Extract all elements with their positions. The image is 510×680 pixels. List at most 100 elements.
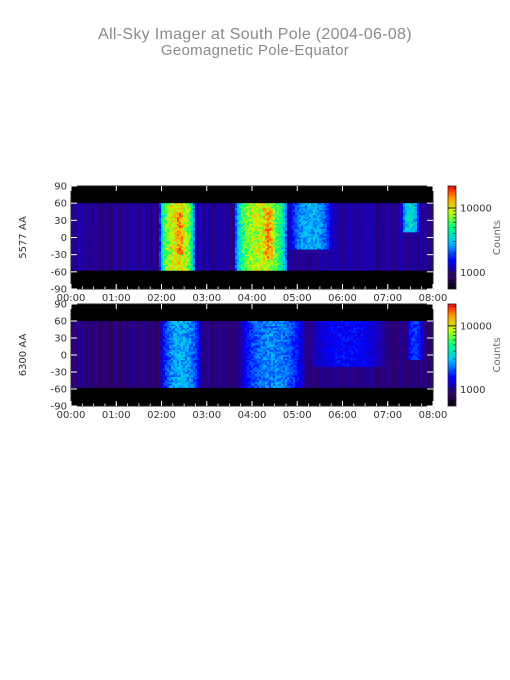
heatmap-cell bbox=[239, 234, 242, 237]
heatmap-cell bbox=[223, 251, 226, 254]
heatmap-cell bbox=[233, 216, 236, 220]
heatmap-cell bbox=[169, 235, 172, 239]
heatmap-cell bbox=[105, 232, 108, 235]
heatmap-cell bbox=[131, 264, 134, 268]
heatmap-cell bbox=[201, 237, 204, 240]
heatmap-cell bbox=[215, 239, 218, 242]
heatmap-cell bbox=[249, 244, 252, 247]
heatmap-cell bbox=[249, 232, 252, 235]
heatmap-cell bbox=[125, 259, 128, 263]
heatmap-cell bbox=[111, 204, 114, 208]
heatmap-cell bbox=[79, 225, 82, 228]
heatmap-cell bbox=[79, 251, 82, 254]
heatmap-cell bbox=[181, 203, 184, 206]
heatmap-cell bbox=[249, 234, 252, 237]
heatmap-cell bbox=[77, 246, 80, 249]
heatmap-cell bbox=[193, 251, 196, 254]
heatmap-cell bbox=[91, 211, 94, 215]
heatmap-cell bbox=[133, 264, 136, 268]
heatmap-cell bbox=[173, 208, 176, 211]
heatmap-cell bbox=[239, 203, 242, 206]
heatmap-cell bbox=[255, 244, 258, 247]
heatmap-cell bbox=[247, 244, 250, 247]
heatmap-cell bbox=[183, 204, 186, 208]
heatmap-cell bbox=[217, 266, 220, 269]
heatmap-cell bbox=[167, 246, 170, 249]
heatmap-cell bbox=[91, 210, 94, 213]
heatmap-cell bbox=[165, 206, 168, 209]
heatmap-cell bbox=[121, 256, 124, 259]
heatmap-cell bbox=[81, 215, 84, 218]
heatmap-cell bbox=[133, 251, 136, 254]
heatmap-cell bbox=[189, 213, 192, 216]
heatmap-cell bbox=[263, 222, 266, 225]
heatmap-cell bbox=[159, 256, 162, 259]
heatmap-cell bbox=[75, 204, 78, 208]
heatmap-cell bbox=[223, 264, 226, 268]
heatmap-cell bbox=[151, 261, 154, 264]
heatmap-cell bbox=[129, 227, 132, 230]
heatmap-cell bbox=[203, 256, 206, 259]
heatmap-cell bbox=[245, 232, 248, 235]
heatmap-cell bbox=[111, 237, 114, 240]
heatmap-cell bbox=[163, 211, 166, 215]
heatmap-cell bbox=[259, 268, 262, 271]
heatmap-cell bbox=[217, 220, 220, 223]
heatmap-cell bbox=[111, 247, 114, 251]
heatmap-cell bbox=[177, 227, 180, 230]
heatmap-cell bbox=[97, 254, 100, 257]
heatmap-cell bbox=[147, 228, 150, 232]
heatmap-cell bbox=[167, 208, 170, 211]
heatmap-cell bbox=[145, 266, 148, 269]
heatmap-cell bbox=[237, 252, 240, 256]
heatmap-cell bbox=[199, 223, 202, 227]
heatmap-cell bbox=[209, 211, 212, 215]
heatmap-cell bbox=[169, 252, 172, 256]
heatmap-cell bbox=[151, 237, 154, 240]
heatmap-cell bbox=[197, 266, 200, 269]
heatmap-cell bbox=[221, 240, 224, 244]
heatmap-cell bbox=[223, 215, 226, 218]
heatmap-cell bbox=[123, 264, 126, 268]
heatmap-cell bbox=[171, 227, 174, 230]
heatmap-cell bbox=[89, 232, 92, 235]
heatmap-cell bbox=[107, 244, 110, 247]
heatmap-cell bbox=[155, 218, 158, 221]
heatmap-cell bbox=[245, 235, 248, 239]
heatmap-cell bbox=[195, 211, 198, 215]
heatmap-cell bbox=[191, 211, 194, 215]
heatmap-cell bbox=[189, 210, 192, 213]
heatmap-cell bbox=[185, 210, 188, 213]
heatmap-cell bbox=[173, 234, 176, 237]
heatmap-cell bbox=[145, 225, 148, 228]
heatmap-cell bbox=[73, 216, 76, 220]
heatmap-cell bbox=[151, 258, 154, 261]
heatmap-cell bbox=[95, 210, 98, 213]
heatmap-cell bbox=[77, 230, 80, 233]
heatmap-cell bbox=[181, 220, 184, 223]
heatmap-cell bbox=[105, 216, 108, 220]
heatmap-cell bbox=[189, 261, 192, 264]
heatmap-cell bbox=[171, 249, 174, 252]
heatmap-cell bbox=[81, 216, 84, 220]
heatmap-cell bbox=[93, 261, 96, 264]
heatmap-cell bbox=[173, 227, 176, 230]
heatmap-cell bbox=[153, 247, 156, 251]
heatmap-cell bbox=[247, 263, 250, 266]
heatmap-cell bbox=[149, 204, 152, 208]
heatmap-cell bbox=[153, 256, 156, 259]
heatmap-cell bbox=[253, 254, 256, 257]
heatmap-cell bbox=[137, 252, 140, 256]
heatmap-cell bbox=[131, 266, 134, 269]
heatmap-cell bbox=[117, 240, 120, 244]
heatmap-cell bbox=[251, 206, 254, 209]
heatmap-cell bbox=[237, 264, 240, 268]
heatmap-cell bbox=[135, 252, 138, 256]
heatmap-cell bbox=[141, 234, 144, 237]
heatmap-cell bbox=[229, 235, 232, 239]
heatmap-cell bbox=[73, 256, 76, 259]
heatmap-cell bbox=[99, 237, 102, 240]
heatmap-cell bbox=[163, 239, 166, 242]
heatmap-cell bbox=[181, 223, 184, 227]
heatmap-cell bbox=[173, 230, 176, 233]
